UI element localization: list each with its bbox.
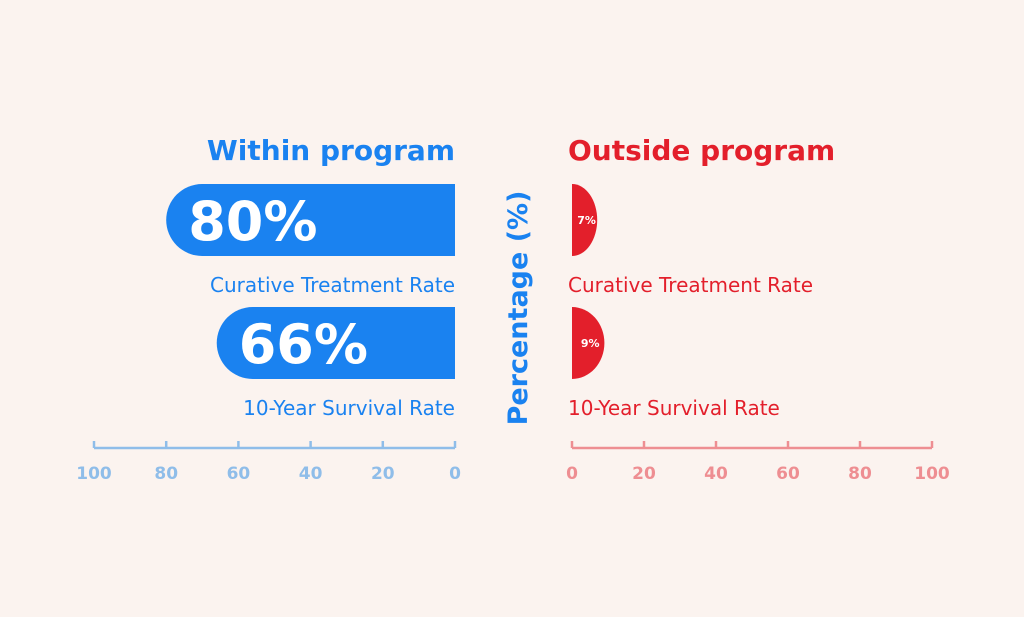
- y-axis-label: Percentage (%): [503, 191, 534, 426]
- axis-tick-label: 20: [632, 464, 656, 484]
- within-bar-survival: [216, 307, 455, 379]
- outside-bar-value-label: 9%: [581, 337, 600, 350]
- axis-tick-label: 80: [154, 464, 178, 484]
- axis-tick-label: 0: [566, 464, 578, 484]
- axis-tick-label: 60: [227, 464, 251, 484]
- axis-tick-label: 100: [76, 464, 112, 484]
- axis-tick-label: 40: [704, 464, 728, 484]
- axis-tick-label: 80: [848, 464, 872, 484]
- axis-tick-label: 40: [299, 464, 323, 484]
- within-x-axis: 100 80 60 40 20 0: [76, 441, 461, 484]
- axis-tick-label: 0: [449, 464, 461, 484]
- outside-bar-curative: [572, 184, 598, 256]
- within-program-title: Within program: [207, 134, 455, 167]
- outside-x-axis: 0 20 40 60 80 100: [566, 441, 950, 484]
- within-category-label: 10-Year Survival Rate: [243, 396, 455, 420]
- axis-tick-label: 100: [914, 464, 950, 484]
- within-bar-value-label: 66%: [239, 313, 368, 376]
- within-bar-value-label: 80%: [188, 190, 317, 253]
- outside-category-label: 10-Year Survival Rate: [568, 396, 780, 420]
- within-bar-curative: [166, 184, 455, 256]
- axis-tick-label: 20: [371, 464, 395, 484]
- within-category-label: Curative Treatment Rate: [210, 273, 455, 297]
- outside-bars-group: 7% Curative Treatment Rate 9% 10-Year Survi…: [568, 184, 813, 420]
- outside-program-title: Outside program: [568, 134, 835, 167]
- outside-bar-value-label: 7%: [577, 214, 596, 227]
- outside-bar-survival: [572, 307, 605, 379]
- axis-tick-label: 60: [776, 464, 800, 484]
- within-bars-group: 80% Curative Treatment Rate 66% 10-Year Sur…: [166, 184, 455, 420]
- outside-category-label: Curative Treatment Rate: [568, 273, 813, 297]
